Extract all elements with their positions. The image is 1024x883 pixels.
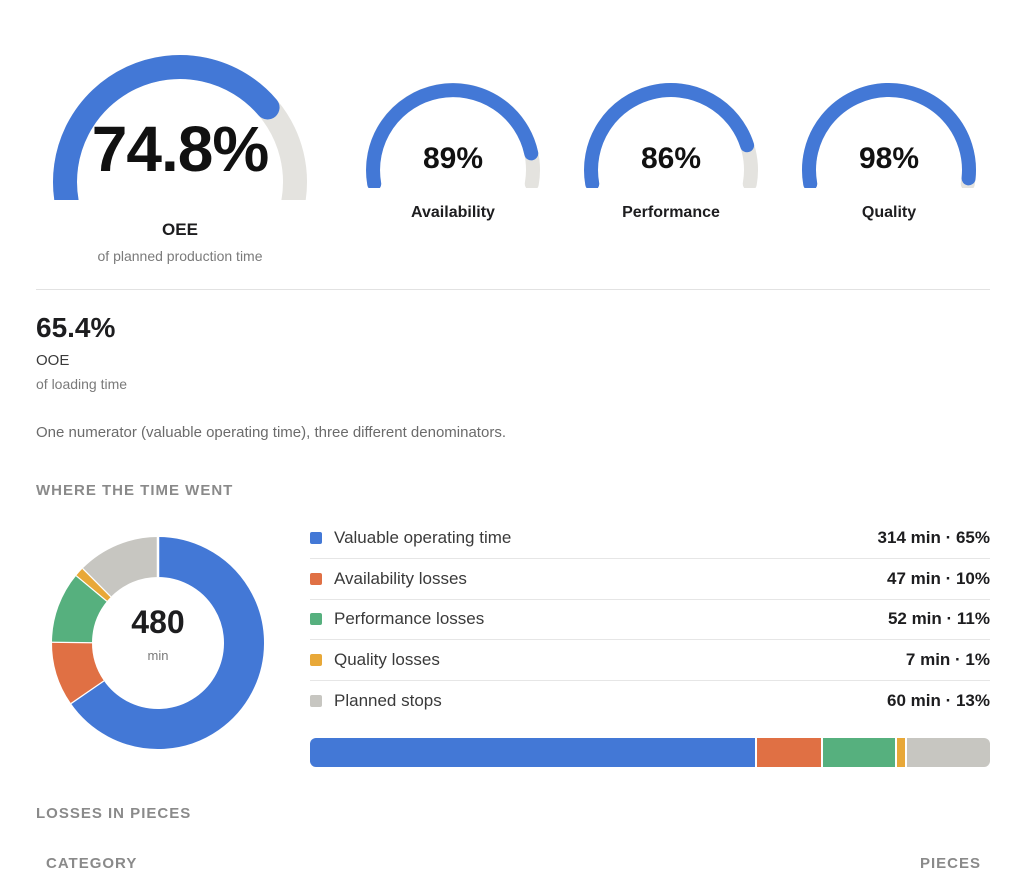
performance-gauge xyxy=(584,82,758,188)
legend-row: Valuable operating time 314 min · 65% xyxy=(310,518,990,559)
legend-value: 52 min · 11% xyxy=(887,609,990,629)
time-donut xyxy=(51,537,264,749)
denominator-note: One numerator (valuable operating time),… xyxy=(36,424,506,441)
stacked-bar-segment xyxy=(310,738,755,767)
performance-label: Performance xyxy=(622,204,720,221)
performance-gauge-fill xyxy=(584,83,755,188)
legend-name: Valuable operating time xyxy=(334,528,512,547)
quality-gauge-fill xyxy=(802,82,976,188)
legend-value: 60 min · 13% xyxy=(887,690,990,710)
ooe-value: 65.4% xyxy=(36,312,116,343)
legend-row: Planned stops 60 min · 13% xyxy=(310,681,990,721)
donut-separator xyxy=(51,640,93,644)
ooe-sublabel: of loading time xyxy=(36,376,128,392)
oee-label: OEE xyxy=(162,220,198,239)
legend-value: 47 min · 10% xyxy=(887,568,990,588)
legend-name: Availability losses xyxy=(334,568,467,588)
legend-row: Quality losses 7 min · 1% xyxy=(310,640,990,682)
column-header-category: CATEGORY xyxy=(46,855,138,872)
legend-swatch xyxy=(310,532,322,544)
donut-segment xyxy=(52,575,108,643)
time-stacked-bar xyxy=(310,738,990,767)
quality-gauge xyxy=(802,82,976,188)
legend-swatch xyxy=(310,572,322,585)
oee-sublabel: of planned production time xyxy=(97,248,263,264)
legend-value: 7 min · 1% xyxy=(905,650,990,670)
quality-label: Quality xyxy=(861,204,917,221)
legend-value: 314 min · 65% xyxy=(877,528,990,547)
time-section-title: WHERE THE TIME WENT xyxy=(36,482,234,499)
legend-swatch xyxy=(310,654,322,667)
donut-segment xyxy=(83,537,159,597)
stacked-bar-segment xyxy=(821,738,896,767)
legend-name: Planned stops xyxy=(334,690,442,710)
oee-gauge xyxy=(53,55,307,200)
donut-segment xyxy=(52,641,105,704)
donut-total: 480 xyxy=(131,604,185,640)
column-header-pieces: PIECES xyxy=(920,855,982,872)
availability-value: 89% xyxy=(422,142,484,175)
performance-value: 86% xyxy=(640,142,702,175)
stacked-bar-segment xyxy=(904,738,990,767)
availability-label: Availability xyxy=(411,204,495,221)
legend-row: Performance losses 52 min · 11% xyxy=(310,599,990,641)
legend-swatch xyxy=(310,694,322,707)
donut-segment xyxy=(70,537,264,749)
donut-total-unit: min xyxy=(147,648,169,663)
stacked-bar-segment xyxy=(754,738,822,767)
stacked-bar-segment xyxy=(895,738,905,767)
availability-gauge-fill xyxy=(366,83,539,188)
pieces-section-title: LOSSES IN PIECES xyxy=(36,805,192,822)
oee-gauge-fill xyxy=(53,55,280,200)
availability-gauge xyxy=(366,82,540,188)
legend-name: Performance losses xyxy=(334,609,485,629)
legend-row: Availability losses 47 min · 10% xyxy=(310,559,990,600)
legend-swatch xyxy=(310,613,322,626)
ooe-label: OOE xyxy=(36,352,70,369)
section-divider xyxy=(36,289,990,290)
oee-value: 74.8% xyxy=(91,113,269,185)
quality-value: 98% xyxy=(858,142,920,175)
legend-name: Quality losses xyxy=(334,650,440,670)
